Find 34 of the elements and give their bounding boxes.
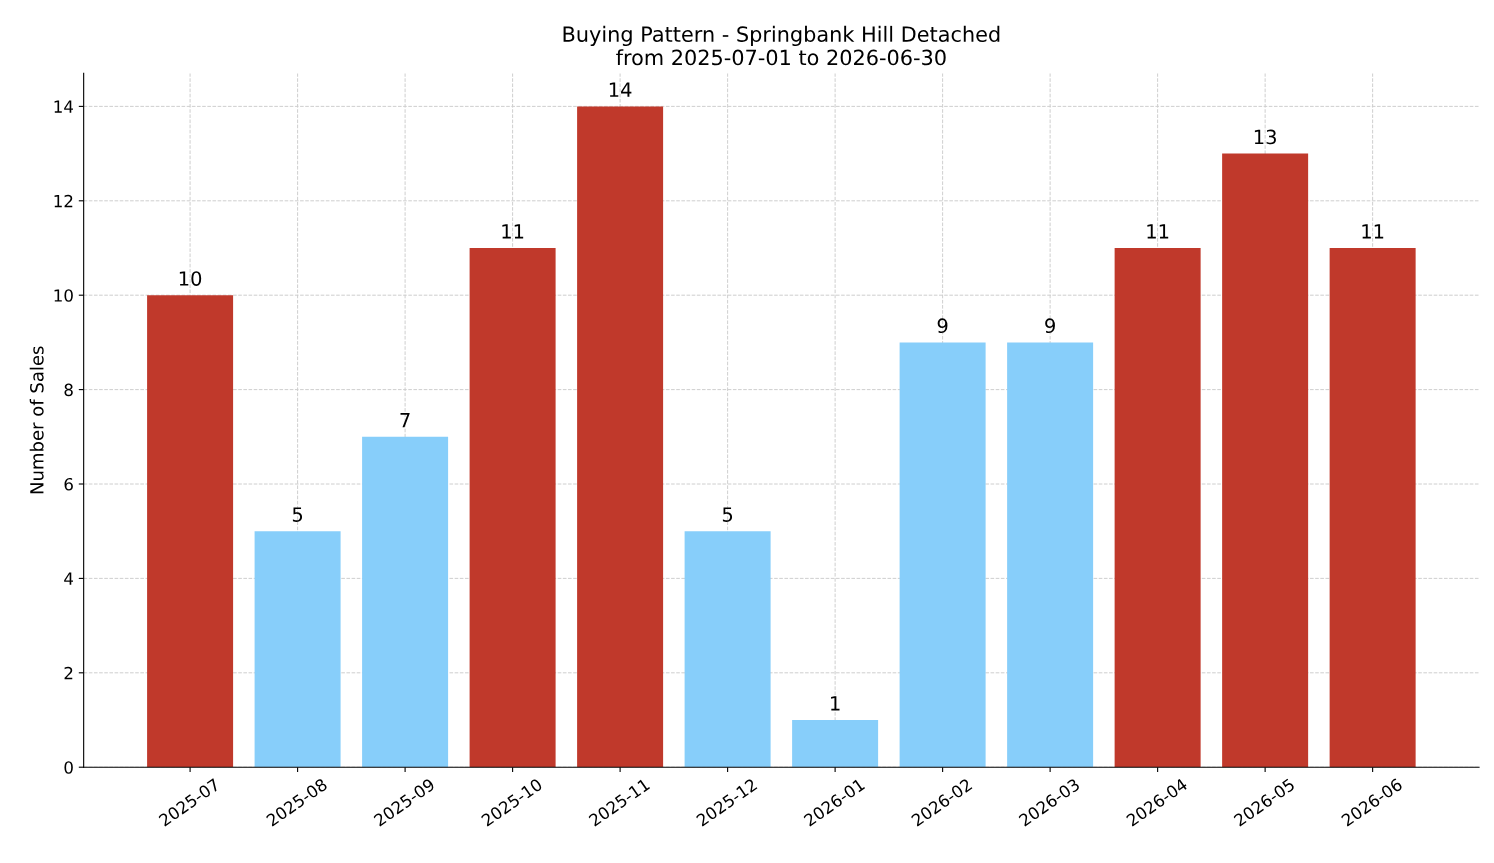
data-label: 5: [722, 507, 733, 522]
data-label: 9: [1045, 318, 1055, 334]
data-label: 13: [1254, 129, 1276, 145]
bar: [1007, 342, 1094, 768]
y-tick-label: 2: [64, 666, 73, 680]
bar: [147, 295, 234, 768]
y-tick-label: 12: [54, 194, 73, 208]
bar: [362, 436, 449, 768]
data-label: 11: [1362, 224, 1384, 239]
bar: [899, 342, 986, 768]
y-tick-label: 10: [54, 289, 73, 302]
bar: [1222, 153, 1309, 768]
bar: [469, 248, 556, 768]
y-axis-title: Number of Sales: [29, 346, 44, 494]
y-tick-label: 6: [64, 477, 73, 491]
data-label: 11: [502, 224, 524, 239]
data-label: 10: [179, 271, 202, 286]
data-label: 7: [400, 413, 410, 428]
bar: [254, 531, 341, 768]
data-label: 9: [937, 318, 948, 334]
data-label: 5: [292, 507, 303, 522]
y-tick-label: 14: [54, 100, 74, 113]
y-tick-label: 8: [64, 383, 73, 397]
chart-title: Buying Pattern - Springbank Hill Detached from 2025-07-01 to 2026-06-30: [563, 25, 1000, 66]
bar: [1329, 248, 1416, 768]
bar: [1114, 248, 1201, 768]
data-label: 1: [831, 696, 840, 711]
y-tick-label: 4: [64, 572, 74, 585]
bar: [792, 720, 879, 768]
data-label: 11: [1147, 224, 1169, 239]
y-tick-label: 0: [64, 761, 73, 774]
bar: [684, 531, 771, 768]
bar: [577, 106, 664, 768]
data-label: 14: [609, 82, 632, 97]
